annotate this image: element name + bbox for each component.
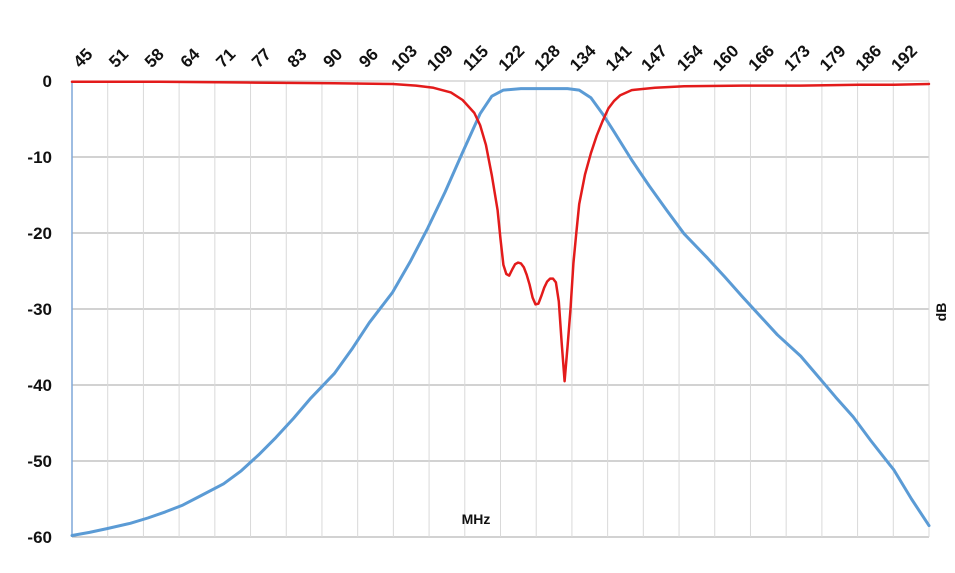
x-tick-label: 58	[141, 45, 168, 72]
grid	[71, 80, 930, 538]
y-tick-labels: 0 -10 -20 -30 -40 -50 -60	[27, 72, 52, 547]
x-axis-label: MHz	[462, 511, 491, 527]
x-tick-label: 192	[887, 41, 920, 74]
series-line-1	[70, 80, 931, 383]
series-lines	[70, 80, 931, 537]
x-tick-label: 103	[388, 41, 421, 74]
x-tick-label: 96	[355, 45, 382, 72]
y-tick-label: -60	[27, 528, 52, 547]
y-tick-label: -30	[27, 300, 52, 319]
x-tick-label: 134	[566, 41, 600, 75]
y-tick-label: -10	[27, 148, 52, 167]
x-tick-label: 77	[248, 45, 275, 72]
x-tick-label: 71	[212, 45, 239, 72]
x-tick-label: 115	[459, 42, 492, 75]
series-line-0	[70, 87, 931, 537]
x-tick-label: 83	[284, 45, 311, 72]
x-tick-label: 154	[673, 41, 707, 75]
x-tick-label: 128	[530, 41, 563, 74]
x-tick-label: 179	[816, 41, 849, 74]
x-tick-label: 64	[177, 44, 204, 71]
y-tick-label: -20	[27, 224, 52, 243]
x-tick-label: 173	[780, 41, 813, 74]
x-tick-label: 122	[495, 41, 528, 74]
x-tick-label: 141	[602, 41, 635, 74]
x-tick-labels: 45 51 58 64 71 77 83 90 96 103 109 115 122 128 134 141 1…	[70, 41, 921, 75]
x-tick-label: 51	[105, 45, 132, 72]
y-tick-label: -50	[27, 452, 52, 471]
x-tick-label: 45	[70, 45, 97, 72]
y-tick-label: 0	[43, 72, 52, 91]
x-tick-label: 147	[638, 41, 671, 74]
x-tick-label: 166	[745, 41, 778, 74]
x-tick-label: 160	[709, 41, 742, 74]
y-axis-label: dB	[933, 303, 949, 322]
x-tick-label: 109	[423, 41, 456, 74]
x-tick-label: 186	[852, 41, 885, 74]
y-tick-label: -40	[27, 376, 52, 395]
x-tick-label: 90	[320, 45, 347, 72]
